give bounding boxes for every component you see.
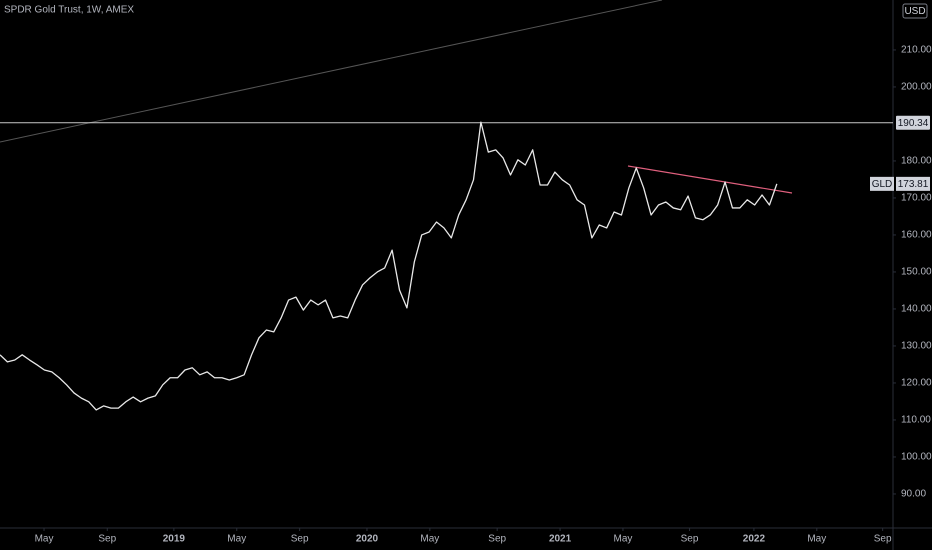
y-tick-label: 90.00 — [901, 489, 926, 500]
y-tick-label: 200.00 — [901, 82, 932, 93]
x-tick-label: May — [614, 534, 633, 545]
hline-label: 190.34 — [898, 118, 929, 129]
symbol-box — [870, 176, 894, 191]
y-tick-label: 110.00 — [901, 415, 931, 426]
x-tick-label: 2022 — [743, 534, 766, 545]
y-tick-label: 170.00 — [901, 193, 932, 204]
chart-title: SPDR Gold Trust, 1W, AMEX — [4, 5, 134, 16]
price-line — [0, 121, 778, 411]
currency-box[interactable] — [902, 3, 928, 19]
y-tick-label: 130.00 — [901, 341, 932, 352]
y-tick-label: 160.00 — [901, 230, 932, 241]
trend-line-red — [627, 165, 793, 194]
y-tick-label: 210.00 — [901, 45, 932, 56]
x-tick-label: Sep — [874, 534, 892, 545]
y-tick-label: 100.00 — [901, 452, 932, 463]
y-tick-label: 150.00 — [901, 267, 932, 278]
x-tick-label: Sep — [291, 534, 309, 545]
x-tick-label: Sep — [681, 534, 699, 545]
x-tick-label: Sep — [98, 534, 116, 545]
y-tick-label: 120.00 — [901, 378, 932, 389]
last-price-label: 173.81 — [898, 179, 929, 190]
y-tick-label: 140.00 — [901, 304, 932, 315]
currency[interactable]: USD — [904, 6, 925, 17]
x-tick-label: 2020 — [356, 534, 379, 545]
x-tick-label: 2021 — [549, 534, 572, 545]
x-tick-label: 2019 — [163, 534, 186, 545]
trend-line — [0, 0, 663, 143]
hline-label-box — [896, 115, 930, 130]
x-tick-label: May — [35, 534, 54, 545]
x-tick-label: May — [227, 534, 246, 545]
symbol-label: GLD — [872, 179, 893, 190]
y-tick-label: 180.00 — [901, 156, 932, 167]
x-tick-label: Sep — [488, 534, 506, 545]
x-tick-label: May — [807, 534, 826, 545]
x-tick-label: May — [420, 534, 439, 545]
last-price-box — [896, 176, 930, 191]
